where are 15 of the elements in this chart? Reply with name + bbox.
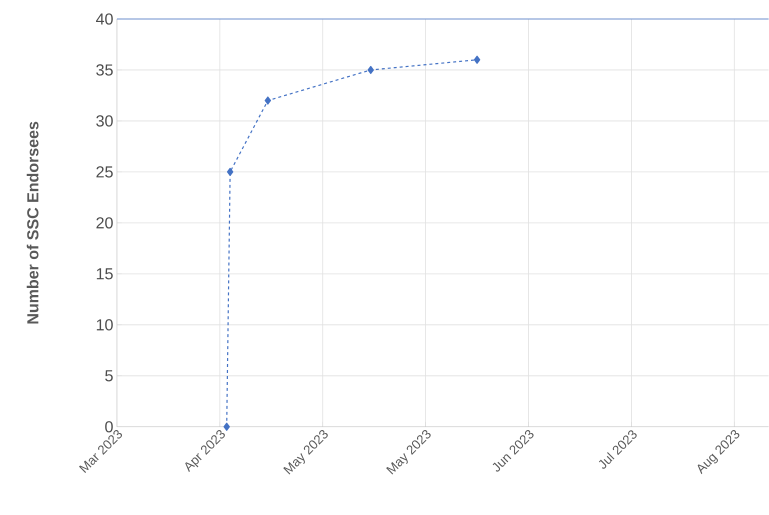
y-tick-label: 15 <box>96 268 113 280</box>
y-tick-label: 25 <box>96 166 113 178</box>
y-tick-label: 0 <box>105 421 113 433</box>
point <box>264 96 272 105</box>
y-tick-label: 35 <box>96 64 113 76</box>
point <box>474 56 480 64</box>
point <box>226 168 234 176</box>
y-axis-title: Number of SSC Endorsees <box>26 122 38 324</box>
y-tick-label: 40 <box>96 13 113 25</box>
y-tick-label: 5 <box>105 370 113 382</box>
y-tick-label: 20 <box>96 217 113 229</box>
point <box>368 66 374 74</box>
y-tick-label: 10 <box>96 319 113 331</box>
point <box>223 422 230 431</box>
y-tick-label: 30 <box>96 115 113 127</box>
